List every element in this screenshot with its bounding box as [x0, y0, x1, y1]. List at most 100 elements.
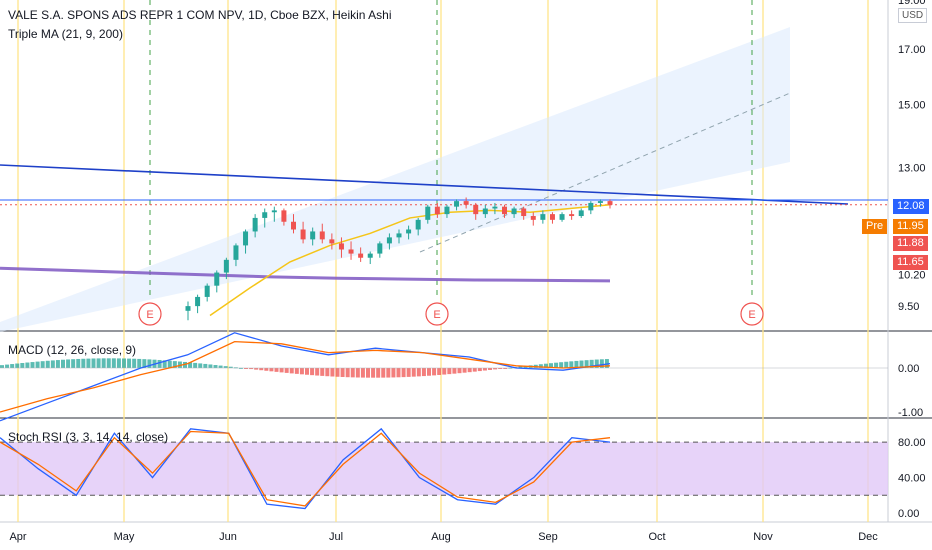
- candle-body: [185, 306, 191, 311]
- macd-histogram-bar: [421, 368, 426, 377]
- macd-histogram-bar: [320, 368, 325, 376]
- stoch-overbought-oversold-band: [0, 442, 888, 496]
- macd-histogram-bar: [30, 362, 35, 368]
- macd-histogram-bar: [457, 368, 462, 374]
- macd-histogram-bar: [381, 368, 386, 378]
- macd-histogram-bar: [289, 368, 294, 374]
- macd-histogram-bar: [157, 359, 162, 368]
- macd-axis-tick-label: 0.00: [898, 363, 919, 375]
- macd-histogram-bar: [111, 358, 116, 368]
- macd-histogram-bar: [61, 359, 65, 368]
- candle-body: [502, 206, 507, 215]
- price-axis-tick-label: 17.00: [898, 44, 926, 56]
- macd-histogram-bar: [299, 368, 304, 375]
- macd-histogram-bar: [162, 360, 167, 368]
- macd-histogram-bar: [335, 368, 340, 377]
- macd-histogram-bar: [498, 368, 503, 369]
- macd-histogram-bar: [554, 362, 559, 368]
- macd-histogram-bar: [35, 361, 40, 368]
- macd-histogram-bar: [193, 362, 198, 368]
- macd-histogram-bar: [40, 361, 45, 368]
- triple-ma-legend: Triple MA (21, 9, 200): [8, 27, 123, 41]
- macd-histogram-bar: [223, 366, 228, 368]
- candle-body: [434, 206, 440, 215]
- macd-histogram-bar: [345, 368, 350, 378]
- candle-body: [367, 253, 373, 258]
- macd-histogram-bar: [20, 363, 25, 368]
- macd-histogram-bar: [132, 358, 137, 368]
- macd-legend: MACD (12, 26, close, 9): [8, 343, 137, 357]
- macd-histogram-bar: [284, 368, 289, 373]
- candle-body: [454, 201, 460, 207]
- time-axis-month-label: Oct: [648, 531, 665, 543]
- macd-histogram-bar: [10, 364, 15, 368]
- macd-histogram-bar: [543, 363, 548, 368]
- macd-histogram-bar: [472, 368, 477, 372]
- macd-histogram-bar: [238, 367, 243, 369]
- pre-market-label: Pre: [862, 219, 888, 234]
- price-axis-tick-label: 13.00: [898, 163, 926, 175]
- time-axis-month-label: Jul: [329, 531, 343, 543]
- candle-body: [396, 233, 402, 238]
- macd-histogram-bar: [279, 368, 284, 373]
- macd-histogram-bar: [249, 368, 254, 370]
- macd-histogram-bar: [467, 368, 472, 373]
- macd-histogram-bar: [340, 368, 345, 377]
- candle-body: [415, 219, 421, 230]
- macd-histogram-bar: [203, 363, 208, 368]
- macd-histogram-bar: [213, 365, 218, 368]
- macd-histogram-bar: [401, 368, 406, 378]
- candle-body: [204, 285, 210, 297]
- macd-histogram-bar: [559, 362, 564, 368]
- macd-histogram-bar: [350, 368, 355, 378]
- macd-histogram-bar: [376, 368, 381, 378]
- macd-histogram-bar: [477, 368, 482, 372]
- macd-histogram-bar: [96, 358, 101, 368]
- macd-histogram-bar: [66, 359, 71, 368]
- candle-body: [530, 216, 536, 220]
- macd-histogram-bar: [183, 361, 187, 368]
- macd-histogram-bar: [45, 360, 50, 368]
- ma-slow-price-tag: 11.65: [893, 255, 928, 270]
- candle-body: [406, 229, 412, 234]
- macd-histogram-bar: [366, 368, 370, 378]
- macd-histogram-bar: [106, 358, 111, 368]
- macd-histogram-bar: [55, 360, 60, 368]
- macd-histogram-bar: [127, 358, 132, 368]
- macd-histogram-bar: [294, 368, 299, 374]
- macd-histogram-bar: [91, 358, 96, 368]
- macd-histogram-bar: [325, 368, 330, 377]
- candle-body: [569, 214, 575, 217]
- regression-channel: [0, 27, 790, 332]
- stoch-d-line: [0, 430, 611, 507]
- pre-market-price-tag: 11.95: [893, 219, 928, 234]
- candle-body: [521, 208, 527, 217]
- macd-histogram-bar: [269, 368, 274, 372]
- candle-body: [473, 204, 479, 215]
- macd-histogram-bar: [569, 361, 574, 368]
- macd-histogram-bar: [503, 368, 508, 369]
- ma-fast-price-tag: 11.88: [893, 236, 928, 251]
- macd-histogram-bar: [437, 368, 442, 375]
- time-axis-month-label: Dec: [858, 531, 878, 543]
- macd-histogram-bar: [564, 361, 569, 368]
- macd-histogram-bar: [101, 358, 106, 368]
- macd-histogram-bar: [86, 358, 91, 368]
- macd-histogram-bar: [142, 359, 147, 368]
- macd-histogram-bar: [355, 368, 360, 378]
- macd-histogram-bar: [432, 368, 437, 376]
- currency-badge[interactable]: USD: [898, 8, 928, 23]
- time-axis-month-label: Aug: [431, 531, 451, 543]
- earnings-marker: [138, 302, 162, 326]
- macd-histogram-bar: [493, 368, 498, 370]
- macd-histogram-bar: [386, 368, 391, 378]
- macd-histogram-bar: [589, 359, 594, 368]
- macd-histogram-bar: [50, 360, 55, 368]
- time-axis-month-label: Sep: [538, 531, 558, 543]
- macd-histogram-bar: [228, 366, 233, 368]
- time-axis-month-label: Apr: [9, 531, 26, 543]
- macd-histogram-bar: [538, 364, 543, 368]
- stoch-axis-tick-label: 80.00: [898, 437, 926, 449]
- macd-histogram-bar: [264, 368, 269, 371]
- macd-histogram-bar: [371, 368, 376, 378]
